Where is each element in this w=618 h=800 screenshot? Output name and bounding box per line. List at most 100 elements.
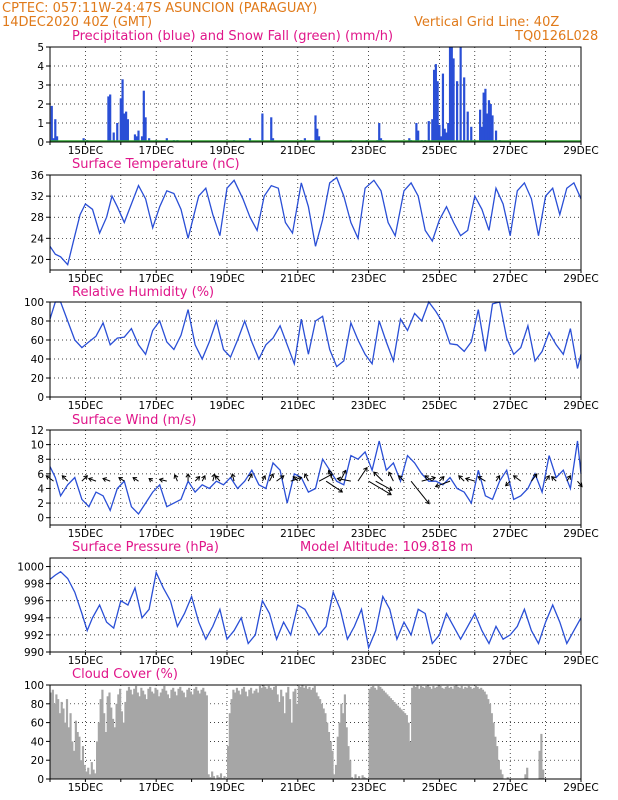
- precipitation-title: Precipitation (blue) and Snow Fall (gree…: [72, 29, 393, 44]
- wind-vector-head: [512, 475, 518, 480]
- cloud-cover-bar: [257, 692, 260, 779]
- precipitation-xtick-label: 27DEC: [492, 145, 527, 157]
- wind-vector: [269, 473, 274, 482]
- wind-vector: [215, 475, 221, 482]
- wind-vector-head: [388, 471, 393, 477]
- cloud-cover-bar: [230, 699, 233, 779]
- cloud-cover-ytick-label: 80: [31, 699, 44, 711]
- cloud-cover-bar: [336, 736, 339, 779]
- cloud-cover-bar: [51, 689, 54, 779]
- cloud-cover-bar: [108, 692, 111, 779]
- pressure-ytick-label: 990: [24, 647, 44, 659]
- cloud-cover-bar: [308, 686, 311, 779]
- cloud-cover-bar: [235, 687, 239, 779]
- humidity-xtick-label: 27DEC: [492, 400, 527, 412]
- wind-vector-head: [336, 476, 342, 482]
- wind-vector: [118, 477, 125, 482]
- cloud-cover-bar: [285, 692, 288, 779]
- cloud-cover-bar: [432, 685, 435, 779]
- precipitation-bar: [489, 104, 492, 142]
- cloud-cover-bar: [306, 688, 309, 779]
- wind-xtick-label: 21DEC: [280, 528, 315, 540]
- cloud-cover-bar: [423, 687, 426, 779]
- cloud-cover-bar: [469, 686, 472, 779]
- wind-title: Surface Wind (m/s): [72, 413, 196, 428]
- cloud-cover-bar: [97, 722, 100, 779]
- cloud-cover-xtick-label: 23DEC: [351, 782, 386, 794]
- precipitation-bar: [487, 100, 491, 142]
- wind-vector-head: [61, 475, 67, 480]
- cloud-cover-bar: [524, 774, 527, 779]
- wind-vector-head: [458, 475, 463, 480]
- humidity-ytick-label: 0: [37, 392, 44, 404]
- precipitation-bar: [148, 138, 151, 142]
- cloud-cover-bar: [232, 689, 235, 779]
- cloud-cover-bar: [73, 750, 76, 779]
- temperature-xtick-label: 29DEC: [563, 273, 598, 285]
- wind-xtick-label: 19DEC: [209, 528, 244, 540]
- wind-vector-head: [269, 473, 274, 478]
- cloud-cover-bar: [455, 685, 458, 779]
- humidity-ytick-label: 100: [24, 297, 44, 309]
- header-date: 14DEC2020 40Z (GMT): [2, 15, 152, 30]
- cloud-cover-bar: [131, 694, 134, 779]
- cloud-cover-bar: [60, 701, 63, 779]
- humidity-ytick-label: 20: [31, 373, 44, 385]
- humidity-title: Relative Humidity (%): [72, 285, 214, 300]
- wind-vector: [88, 477, 97, 482]
- cloud-cover-bar: [188, 687, 191, 779]
- precipitation-bar: [452, 58, 455, 142]
- precipitation-bar: [107, 96, 110, 142]
- temperature-frame: [49, 174, 582, 271]
- panel-wind: Surface Wind (m/s) 15DEC 17DEC 19DEC 21DEC 2…: [31, 413, 599, 540]
- cloud-cover-bar: [451, 688, 454, 779]
- cloud-cover-bar: [172, 687, 175, 779]
- cloud-cover-bar: [499, 769, 502, 779]
- cloud-cover-bar: [395, 703, 398, 779]
- cloud-cover-bar: [96, 741, 99, 779]
- precipitation-xtick-label: 29DEC: [563, 145, 598, 157]
- wind-vector-head: [148, 477, 154, 483]
- cloud-cover-bar: [205, 695, 208, 779]
- precipitation-xtick-label: 21DEC: [280, 145, 315, 157]
- cloud-cover-bar: [142, 690, 145, 779]
- precipitation-bar: [432, 69, 436, 142]
- cloud-cover-bar: [207, 774, 210, 779]
- wind-vector: [201, 475, 206, 482]
- cloud-cover-xtick-label: 21DEC: [280, 782, 315, 794]
- precipitation-bar: [112, 132, 115, 142]
- wind-vector-head: [434, 483, 440, 488]
- precipitation-bar: [434, 64, 437, 142]
- cloud-cover-bar: [457, 686, 460, 779]
- precipitation-xtick-label: 17DEC: [138, 145, 173, 157]
- model-altitude: Model Altitude: 109.818 m: [300, 540, 473, 555]
- pressure-ytick-label: 996: [24, 596, 44, 608]
- cloud-cover-bar: [338, 722, 341, 779]
- cloud-cover-bar: [388, 696, 391, 779]
- cloud-cover-bar: [313, 685, 316, 779]
- precipitation-bar: [133, 134, 137, 142]
- wind-vector-head: [261, 474, 266, 480]
- cloud-cover-bar: [492, 722, 495, 779]
- cloud-cover-bar: [71, 741, 74, 779]
- pressure-xtick-label: 17DEC: [138, 655, 173, 667]
- cloud-cover-bar: [99, 699, 102, 779]
- precipitation-bar: [119, 98, 122, 142]
- precipitation-bar: [479, 109, 482, 142]
- cloud-cover-bar: [483, 691, 486, 779]
- temperature-xtick-label: 27DEC: [492, 273, 527, 285]
- cloud-cover-bar: [110, 707, 113, 779]
- cloud-cover-bar: [506, 777, 509, 779]
- panel-pressure: Surface Pressure (hPa) Model Altitude: 1…: [17, 540, 598, 667]
- cloud-cover-bar: [193, 688, 196, 779]
- precipitation-bar: [248, 138, 252, 142]
- cloud-cover-bar: [375, 689, 378, 779]
- cloud-cover-bar: [407, 722, 410, 779]
- cloud-cover-bar: [104, 732, 108, 779]
- wind-vector-head: [439, 476, 445, 481]
- wind-vector-head: [132, 477, 138, 482]
- cloud-cover-bar: [501, 774, 504, 779]
- cloud-cover-ytick-label: 40: [31, 736, 44, 748]
- cloud-cover-bar: [287, 686, 290, 779]
- wind-vector-head: [173, 474, 179, 479]
